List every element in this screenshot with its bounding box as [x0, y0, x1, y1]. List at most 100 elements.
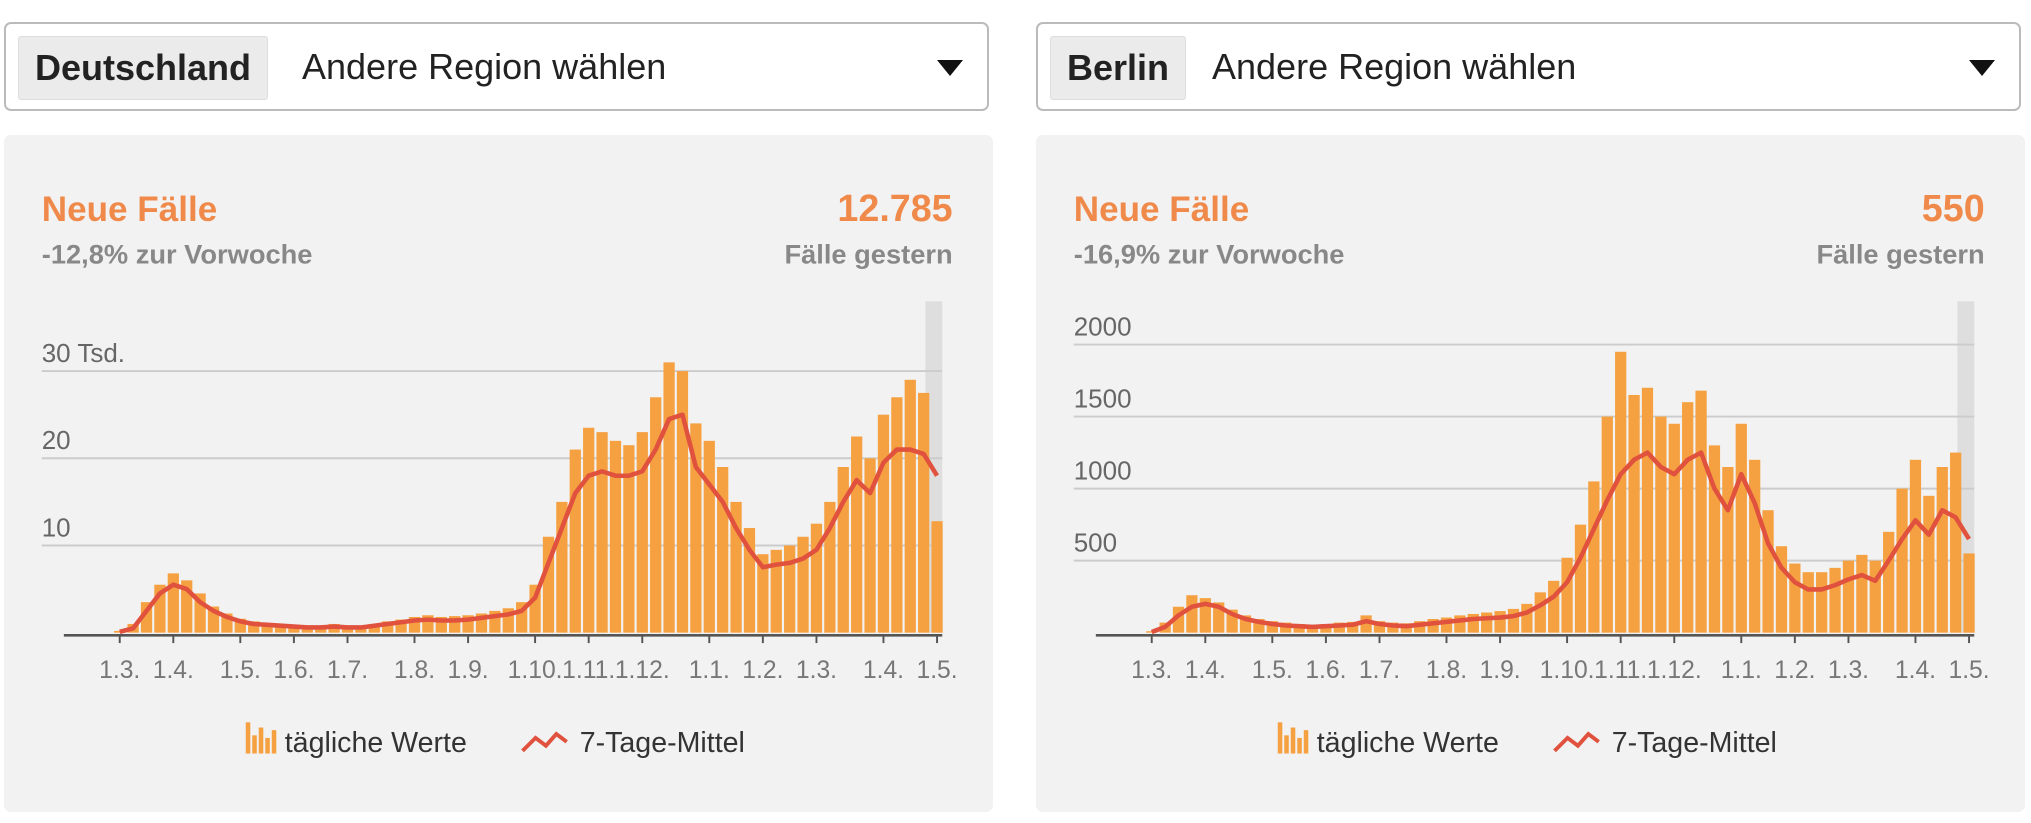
headline-label: Fälle gestern	[1816, 239, 1984, 270]
x-tick-label: 1.4.	[863, 657, 904, 684]
x-tick-label: 1.12.	[1647, 657, 1702, 684]
bar	[596, 432, 608, 633]
bar	[462, 615, 474, 633]
x-tick-label: 1.4.	[153, 657, 194, 684]
select-placeholder: Andere Region wählen	[1212, 46, 1577, 87]
bar	[1347, 621, 1359, 633]
bar	[1735, 423, 1747, 633]
bar	[931, 521, 943, 633]
bar	[851, 436, 863, 633]
bar	[1615, 351, 1627, 633]
chart-subtitle: -16,9% zur Vorwoche	[1074, 239, 1345, 270]
bar	[542, 536, 555, 633]
bar	[743, 528, 756, 633]
x-tick-label: 1.8.	[1426, 657, 1467, 684]
legend-icon	[1553, 731, 1600, 753]
bar	[877, 414, 890, 633]
bar	[1950, 452, 1962, 633]
x-tick-label: 1.4.	[1185, 657, 1226, 684]
region-label: Berlin	[1050, 36, 1187, 100]
bar	[797, 536, 809, 633]
legend-label: 7-Tage-Mittel	[580, 727, 745, 759]
x-tick-label: 1.5.	[916, 657, 957, 684]
bar	[529, 584, 541, 633]
bar	[623, 445, 635, 633]
bar	[140, 602, 153, 633]
x-tick-label: 1.4.	[1895, 657, 1936, 684]
bar	[274, 623, 287, 633]
x-tick-label: 1.8.	[394, 657, 435, 684]
bar	[1655, 416, 1667, 633]
legend-icon	[252, 735, 257, 754]
bar	[1856, 554, 1868, 633]
select-placeholder: Andere Region wählen	[302, 46, 667, 87]
bar	[636, 432, 648, 633]
legend-icon	[1284, 735, 1289, 754]
bar	[703, 440, 715, 633]
legend-icon	[258, 727, 264, 754]
x-tick-label: 1.6.	[1305, 657, 1346, 684]
bar	[248, 621, 260, 633]
bar	[1829, 567, 1841, 633]
x-tick-label: 1.2.	[1774, 657, 1815, 684]
bar	[1762, 510, 1774, 633]
bar	[234, 618, 246, 633]
region-label: Deutschland	[18, 36, 269, 100]
bar	[475, 613, 488, 633]
bar	[1561, 557, 1573, 633]
bar	[1253, 618, 1265, 633]
x-tick-label: 1.10.	[508, 657, 563, 684]
bar	[1266, 621, 1278, 633]
bar	[1440, 617, 1453, 633]
bar	[408, 616, 421, 633]
bar	[1936, 467, 1948, 633]
x-tick-label: 1.1.	[1721, 657, 1762, 684]
x-tick-label: 1.2.	[742, 657, 783, 684]
bar	[1695, 390, 1707, 633]
bar	[837, 467, 849, 633]
bar	[810, 523, 823, 633]
bar	[556, 501, 568, 633]
x-tick-label: 1.9.	[1480, 657, 1521, 684]
bar	[422, 615, 434, 633]
bar	[368, 623, 380, 633]
bar	[864, 458, 876, 633]
bar	[1454, 615, 1466, 633]
dropdown-arrow	[1969, 60, 1995, 76]
legend-label: 7-Tage-Mittel	[1612, 727, 1777, 759]
x-tick-label: 1.11.	[1594, 657, 1647, 684]
bar	[1588, 481, 1600, 633]
x-tick-label: 1.3.	[1131, 657, 1172, 684]
bar	[1789, 563, 1801, 633]
bar	[609, 440, 622, 633]
bar	[1909, 459, 1922, 633]
chart-title: Neue Fälle	[1074, 190, 1249, 229]
bar	[1722, 467, 1734, 633]
x-tick-label: 1.5.	[1252, 657, 1293, 684]
chart-panel: Neue Fälle -16,9% zur Vorwoche 550 Fälle ge…	[1036, 135, 2025, 812]
y-tick-label: 20	[42, 425, 71, 455]
average-line	[1150, 450, 1971, 635]
bar	[1682, 402, 1694, 633]
bar	[904, 379, 916, 633]
bar	[1574, 524, 1587, 633]
bar	[1749, 459, 1761, 633]
legend-icon	[245, 722, 251, 754]
y-tick-label: 1000	[1074, 456, 1132, 486]
bar	[1373, 621, 1386, 633]
region-select[interactable]: Deutschland Andere Region wählen	[4, 22, 989, 111]
bar	[918, 392, 930, 633]
bar	[1816, 572, 1828, 633]
x-tick-label: 1.6.	[273, 657, 314, 684]
bar	[730, 501, 742, 633]
bar	[676, 371, 689, 633]
bar	[1668, 423, 1680, 633]
bar	[194, 593, 206, 633]
average-line	[119, 412, 939, 635]
x-tick-label: 1.5.	[1948, 657, 1989, 684]
bar	[1239, 615, 1252, 633]
bar	[824, 501, 836, 633]
region-select[interactable]: Berlin Andere Region wählen	[1036, 22, 2021, 111]
bar	[221, 613, 233, 633]
bar	[1534, 592, 1546, 633]
